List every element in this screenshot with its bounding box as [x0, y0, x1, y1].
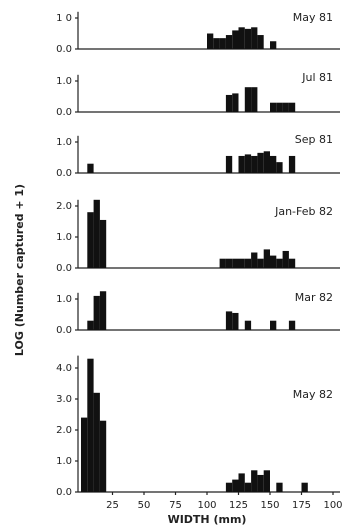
- panel-title: Jul 81: [301, 71, 333, 84]
- bar: [244, 320, 252, 330]
- bar: [225, 155, 233, 173]
- panel-title: Mar 82: [295, 291, 333, 304]
- bar: [251, 252, 258, 268]
- y-tick-label: 1.0: [56, 232, 72, 243]
- bar: [270, 155, 277, 173]
- bar: [301, 482, 308, 492]
- bar: [225, 311, 233, 330]
- bar: [276, 162, 283, 173]
- y-tick-label: 0.0: [56, 325, 72, 336]
- bar: [99, 291, 107, 330]
- x-tick-label: 75: [169, 500, 182, 511]
- y-tick-label: 2.0: [56, 425, 72, 436]
- bar: [282, 250, 289, 268]
- bar: [276, 482, 283, 492]
- bar: [232, 312, 239, 330]
- bar: [257, 258, 264, 268]
- bar: [251, 87, 258, 112]
- bar: [93, 199, 100, 268]
- bar: [225, 35, 233, 49]
- y-tick-label: 1.0: [56, 456, 72, 467]
- bar: [81, 417, 88, 492]
- y-axis-title: LOG (Number captured + 1): [13, 184, 26, 356]
- x-axis-title: WIDTH (mm): [168, 513, 247, 526]
- bar: [257, 35, 264, 49]
- x-tick-label: 125: [229, 500, 248, 511]
- bar: [232, 258, 239, 268]
- bar: [288, 102, 296, 112]
- x-tick-label: 25: [106, 500, 119, 511]
- bar: [276, 258, 283, 268]
- panel-title: May 81: [293, 11, 333, 24]
- bar: [288, 155, 296, 173]
- bar: [99, 219, 107, 268]
- bar: [244, 28, 252, 49]
- bar: [244, 258, 252, 268]
- bar: [87, 358, 94, 492]
- panel-title: Sep 81: [295, 133, 333, 146]
- bar: [207, 33, 214, 49]
- x-tick-label: 50: [138, 500, 151, 511]
- bar: [87, 163, 94, 173]
- bar: [87, 320, 94, 330]
- x-tick-label: 150: [260, 500, 279, 511]
- bar: [288, 320, 296, 330]
- y-tick-label: 0.0: [56, 168, 72, 179]
- bar: [93, 295, 100, 330]
- bar: [251, 27, 258, 49]
- bar: [232, 93, 239, 112]
- bar: [270, 41, 277, 49]
- bar: [93, 392, 100, 492]
- bar: [238, 27, 245, 49]
- x-tick-label: 100: [323, 500, 342, 511]
- bar: [232, 479, 239, 492]
- y-tick-label: 0.0: [56, 263, 72, 274]
- bar: [225, 94, 233, 112]
- y-tick-label: 3.0: [56, 394, 72, 405]
- y-tick-label: 1 0: [56, 13, 72, 24]
- y-tick-label: 0.0: [56, 107, 72, 118]
- bar: [244, 154, 252, 173]
- y-tick-label: 0.0: [56, 44, 72, 55]
- bar: [232, 30, 239, 49]
- bar: [219, 258, 226, 268]
- bar: [238, 155, 245, 173]
- y-tick-label: 4.0: [56, 363, 72, 374]
- bar: [238, 258, 245, 268]
- bar: [244, 87, 252, 112]
- x-tick-label: 175: [292, 500, 311, 511]
- y-tick-label: 1.0: [56, 76, 72, 87]
- bar: [244, 482, 252, 492]
- bar: [263, 470, 270, 492]
- bar: [87, 212, 94, 268]
- bar: [225, 482, 233, 492]
- bar: [213, 38, 220, 49]
- y-tick-label: 1.0: [56, 137, 72, 148]
- panel-title: Jan-Feb 82: [274, 205, 333, 218]
- bar: [263, 151, 270, 173]
- bar: [219, 38, 226, 49]
- bar: [251, 470, 258, 492]
- bar: [257, 152, 264, 173]
- bar: [270, 320, 277, 330]
- bar: [270, 255, 277, 268]
- bar: [263, 249, 270, 268]
- bar: [225, 258, 233, 268]
- y-tick-label: 0.0: [56, 487, 72, 498]
- bar: [270, 102, 277, 112]
- bar: [251, 155, 258, 173]
- bar: [276, 102, 283, 112]
- bar: [282, 102, 289, 112]
- bar: [238, 473, 245, 492]
- y-tick-label: 2.0: [56, 201, 72, 212]
- x-tick-label: 100: [197, 500, 216, 511]
- panel-title: May 82: [293, 388, 333, 401]
- bar: [99, 420, 107, 492]
- bar: [288, 258, 296, 268]
- y-tick-label: 1.0: [56, 294, 72, 305]
- bar: [257, 474, 264, 492]
